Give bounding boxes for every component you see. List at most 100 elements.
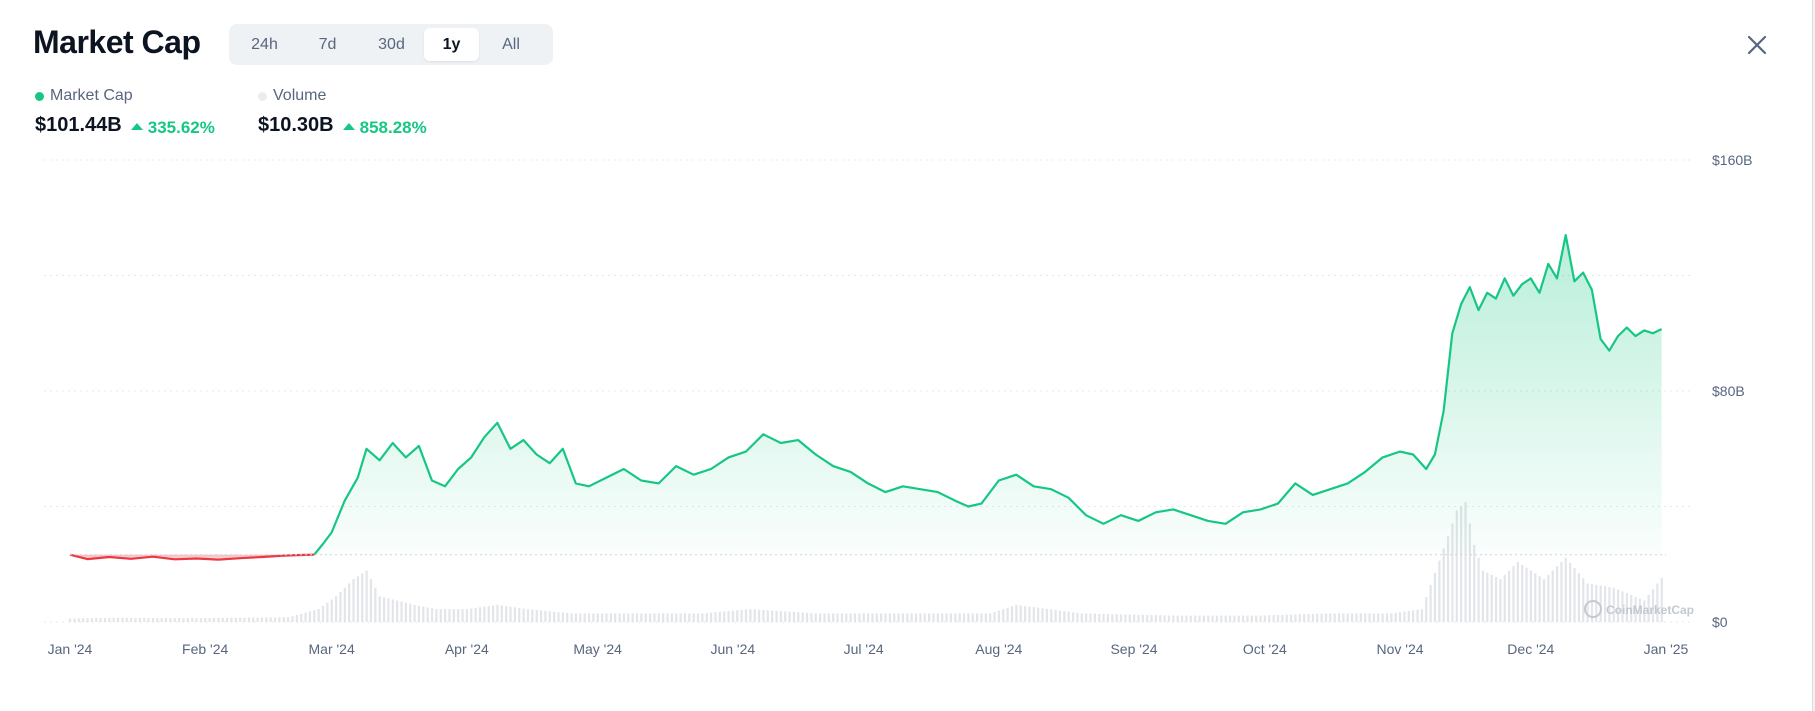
volume-bar <box>579 613 582 622</box>
volume-bar <box>1285 614 1288 622</box>
volume-bar <box>1255 615 1258 622</box>
market-cap-line-down <box>69 553 315 561</box>
volume-bar <box>928 613 931 622</box>
tab-all[interactable]: All <box>502 36 520 53</box>
volume-bar <box>1420 609 1424 622</box>
volume-bar <box>1529 570 1533 622</box>
volume-bar <box>993 612 996 622</box>
volume-bar <box>1154 615 1158 622</box>
volume-bar <box>1542 579 1546 622</box>
watermark-logo-icon <box>1584 600 1602 618</box>
watermark-text: CoinMarketCap <box>1606 603 1694 617</box>
volume-bar <box>1067 611 1070 622</box>
volume-bar <box>688 613 691 622</box>
volume-stat: $10.30B 858.28% <box>258 114 427 138</box>
volume-change-value: 858.28% <box>359 117 427 137</box>
volume-bar <box>893 613 896 622</box>
volume-bar <box>980 613 983 622</box>
volume-bar <box>609 613 612 622</box>
volume-bar <box>792 612 796 622</box>
volume-bar <box>1015 604 1018 622</box>
volume-bar <box>1320 613 1323 622</box>
volume-bar <box>1555 566 1559 622</box>
volume-bar <box>570 613 573 622</box>
volume-bar <box>862 613 865 622</box>
volume-bar <box>1071 612 1075 622</box>
volume-bar <box>1481 570 1485 622</box>
volume-bar <box>496 604 499 622</box>
volume-bar <box>976 613 979 622</box>
volume-bar <box>1625 593 1628 622</box>
tab-7d[interactable]: 7d <box>318 36 337 53</box>
volume-bar <box>1311 613 1314 622</box>
volume-bar <box>1547 574 1550 622</box>
volume-bar <box>823 613 826 622</box>
volume-bar <box>444 609 447 622</box>
volume-bar <box>574 613 578 622</box>
volume-bar <box>779 611 782 622</box>
market-cap-line <box>69 234 1666 561</box>
volume-value: $10.30B <box>258 114 334 136</box>
volume-bar <box>553 611 556 622</box>
volume-bar <box>509 606 512 622</box>
volume-bar <box>788 611 791 622</box>
volume-bar <box>182 618 185 622</box>
volume-bar <box>1473 544 1476 622</box>
volume-bar <box>1442 548 1445 622</box>
volume-bar <box>583 613 586 622</box>
volume-bar <box>1237 615 1240 622</box>
volume-bar <box>1534 573 1537 622</box>
volume-bar <box>1111 614 1114 622</box>
volume-bar <box>1242 615 1245 622</box>
volume-bar <box>186 618 189 622</box>
tab-24h[interactable]: 24h <box>251 36 278 53</box>
volume-bar <box>962 613 966 622</box>
volume-bar <box>208 618 211 622</box>
volume-bar <box>653 613 656 622</box>
volume-bar <box>195 618 198 622</box>
volume-bar <box>1023 606 1027 622</box>
volume-bar <box>252 617 255 622</box>
volume-bar <box>627 613 630 622</box>
volume-bar <box>1403 611 1406 622</box>
volume-bar <box>1351 613 1354 622</box>
volume-bar <box>1643 600 1646 622</box>
volume-bar <box>814 613 817 622</box>
close-icon[interactable] <box>1742 30 1772 60</box>
volume-bar <box>1194 615 1197 622</box>
volume-bar <box>287 617 290 622</box>
volume-bar <box>369 579 373 622</box>
volume-bar <box>592 613 595 622</box>
legend-volume[interactable]: Volume <box>258 87 326 105</box>
x-tick-label: Jan '25 <box>1644 641 1689 657</box>
tab-1y[interactable]: 1y <box>424 28 479 61</box>
volume-bar <box>696 613 700 622</box>
volume-bar <box>1564 557 1567 622</box>
volume-bar <box>1337 613 1341 622</box>
volume-bar <box>457 609 460 622</box>
volume-bar <box>853 613 857 622</box>
volume-bar <box>587 613 591 622</box>
volume-bar <box>1377 613 1380 622</box>
volume-bar <box>1106 614 1110 622</box>
volume-bar <box>73 618 76 622</box>
volume-bar <box>736 610 739 622</box>
volume-bar <box>923 613 926 622</box>
volume-bar <box>596 613 599 622</box>
volume-bar <box>465 609 469 622</box>
legend-market-cap[interactable]: Market Cap <box>35 87 133 105</box>
tab-30d[interactable]: 30d <box>378 36 405 53</box>
y-tick-label: $160B <box>1712 152 1752 168</box>
legend-market-cap-label: Market Cap <box>50 87 133 104</box>
volume-bar <box>391 599 394 622</box>
x-tick-label: Apr '24 <box>445 641 489 657</box>
volume-bar <box>108 617 111 622</box>
volume-bar <box>260 617 264 622</box>
volume-bar <box>1220 615 1223 622</box>
volume-bar <box>819 613 822 622</box>
volume-bar <box>757 609 761 622</box>
volume-bar <box>1333 613 1336 622</box>
x-axis: Jan '24 Feb '24 Mar '24 Apr '24 May '24 Jun '… <box>48 641 1689 657</box>
volume-bar <box>670 613 673 622</box>
